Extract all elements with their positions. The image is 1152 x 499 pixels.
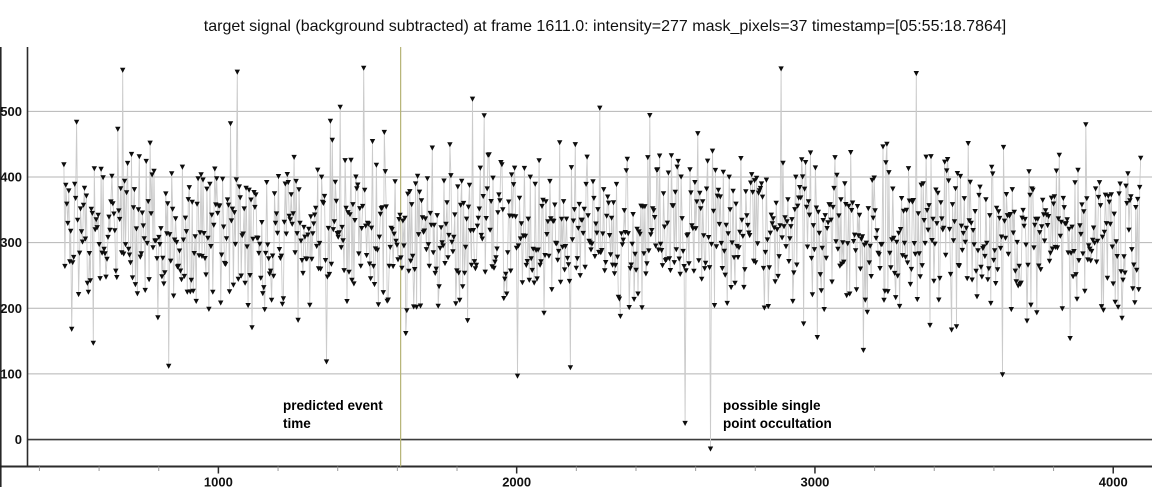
data-layer — [61, 65, 1144, 452]
x-tick-label: 1000 — [204, 475, 233, 490]
y-tick-label: 300 — [0, 235, 22, 250]
annotation-possible-occultation-line1: possible single — [723, 398, 821, 413]
axes-layer — [0, 47, 1152, 487]
y-tick-label: 200 — [0, 301, 22, 316]
y-tick-label: 0 — [15, 432, 22, 447]
signal-polyline — [63, 67, 1142, 449]
x-tick-label: 4000 — [1099, 475, 1128, 490]
x-tick-label: 2000 — [502, 475, 531, 490]
annotation-predicted-event-line1: predicted event — [283, 398, 383, 413]
x-tick-label: 3000 — [800, 475, 829, 490]
chart-title: target signal (background subtracted) at… — [204, 18, 1006, 35]
y-tick-label: 100 — [0, 366, 22, 381]
annotation-predicted-event-line2: time — [283, 416, 311, 431]
annotations-layer: predicted event time possible single point … — [283, 398, 832, 431]
y-tick-label: 400 — [0, 169, 22, 184]
annotation-possible-occultation-line2: point occultation — [723, 416, 832, 431]
y-tick-label: 500 — [0, 104, 22, 119]
tick-labels-layer: 0 100 200 300 400 500 1000 2000 3000 4000 — [0, 104, 1127, 490]
